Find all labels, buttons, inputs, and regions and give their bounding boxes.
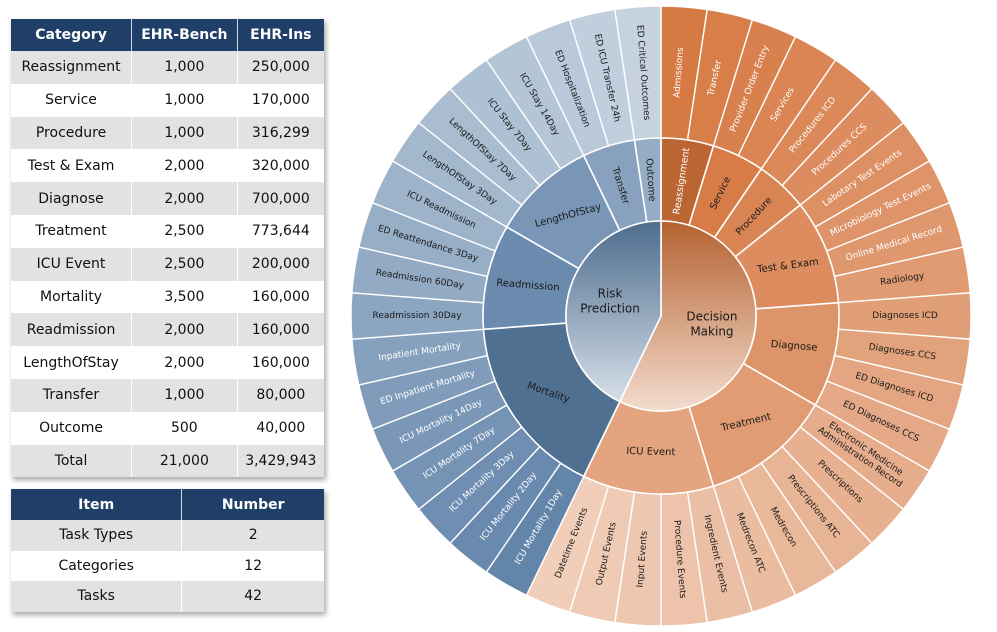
table-cell: 12 [181,550,324,581]
table-cell: Categories [11,550,183,581]
table-cell: Outcome [11,411,133,445]
table-cell: 170,000 [237,83,324,117]
task-ring: Admissions Transfer Provider Order EntrySe… [350,5,972,627]
table-cell: ICU Event [11,247,133,281]
table-cell: 250,000 [237,51,324,84]
table-cell: 500 [131,411,238,445]
table-cell: 2,000 [131,346,238,379]
table-row: Reassignment 1,000 250,000 [11,51,324,84]
table-cell: 160,000 [237,346,324,379]
table-header-row: Category EHR-Bench EHR-Ins [11,19,324,51]
table-header-row: Item Number [11,489,324,520]
table-row: Task Types 2 [11,520,324,551]
column-header: Category [11,19,133,51]
summary-table: Item Number Task Types 2 Categories 12 Tasks 4… [11,489,324,612]
table-cell: Total [11,444,133,478]
table-row: ICU Event 2,500 200,000 [11,247,324,281]
table-cell: 1,000 [131,83,238,117]
table-row: Total 21,000 3,429,943 [11,444,324,478]
table-cell: 316,299 [237,116,324,150]
category-stats-table: Category EHR-Bench EHR-Ins Reassignment 1,0… [11,19,324,478]
table-cell: Diagnose [11,182,133,215]
column-header: EHR-Bench [131,19,238,51]
table-cell: Procedure [11,116,133,150]
table-row: Procedure 1,000 316,299 [11,116,324,150]
table-cell: 2 [181,520,324,551]
table-cell: 1,000 [131,116,238,150]
task-label: Admissions [672,47,686,99]
table-row: Categories 12 [11,550,324,581]
table-cell: 2,000 [131,313,238,347]
table-cell: Service [11,83,133,117]
table-cell: 3,429,943 [237,444,324,478]
table-row: Readmission 2,000 160,000 [11,313,324,347]
task-type-segment-risk-prediction [565,220,662,403]
table-cell: 700,000 [237,182,324,215]
table-cell: 1,000 [131,51,238,84]
table-cell: 160,000 [237,313,324,347]
table-cell: 2,500 [131,247,238,281]
task-type-segment-decision-making [618,220,757,412]
table-cell: LengthOfStay [11,346,133,379]
table-row: Outcome 500 40,000 [11,411,324,445]
table-cell: 2,000 [131,182,238,215]
table-cell: 80,000 [237,378,324,412]
task-label: Readmission 30Day [372,311,462,321]
table-cell: 2,500 [131,214,238,248]
table-cell: Transfer [11,378,133,412]
table-cell: 40,000 [237,411,324,445]
table-row: Service 1,000 170,000 [11,83,324,117]
table-cell: Treatment [11,214,133,248]
category-label: Outcome [644,158,658,202]
table-cell: 320,000 [237,149,324,183]
table-row: Diagnose 2,000 700,000 [11,182,324,215]
column-header: Number [181,489,324,520]
task-type-label: Decision Making [686,310,737,339]
column-header: EHR-Ins [237,19,324,51]
table-row: Tasks 42 [11,581,324,612]
table-cell: Tasks [11,581,183,612]
table-cell: 1,000 [131,378,238,412]
table-cell: Test & Exam [11,149,133,183]
task-label: Input Events [636,530,650,588]
table-cell: Task Types [11,520,183,551]
table-cell: Mortality [11,280,133,314]
table-row: Mortality 3,500 160,000 [11,280,324,314]
category-label: Diagnose [770,339,818,354]
table-cell: 3,500 [131,280,238,314]
table-cell: 2,000 [131,149,238,183]
table-cell: Readmission [11,313,133,347]
category-label: ICU Event [626,446,675,458]
table-cell: 200,000 [237,247,324,281]
table-cell: 21,000 [131,444,238,478]
table-row: Transfer 1,000 80,000 [11,378,324,412]
table-row: LengthOfStay 2,000 160,000 [11,346,324,379]
task-type-core: Decision Making Risk Prediction [565,220,757,412]
table-row: Treatment 2,500 773,644 [11,214,324,248]
task-label: Diagnoses ICD [872,311,938,321]
column-header: Item [11,489,183,520]
table-row: Test & Exam 2,000 320,000 [11,149,324,183]
category-label: Readmission [496,278,560,294]
task-type-label: Risk Prediction [580,286,640,315]
table-cell: 773,644 [237,214,324,248]
table-cell: 42 [181,581,324,612]
table-cell: 160,000 [237,280,324,314]
table-cell: Reassignment [11,51,133,84]
